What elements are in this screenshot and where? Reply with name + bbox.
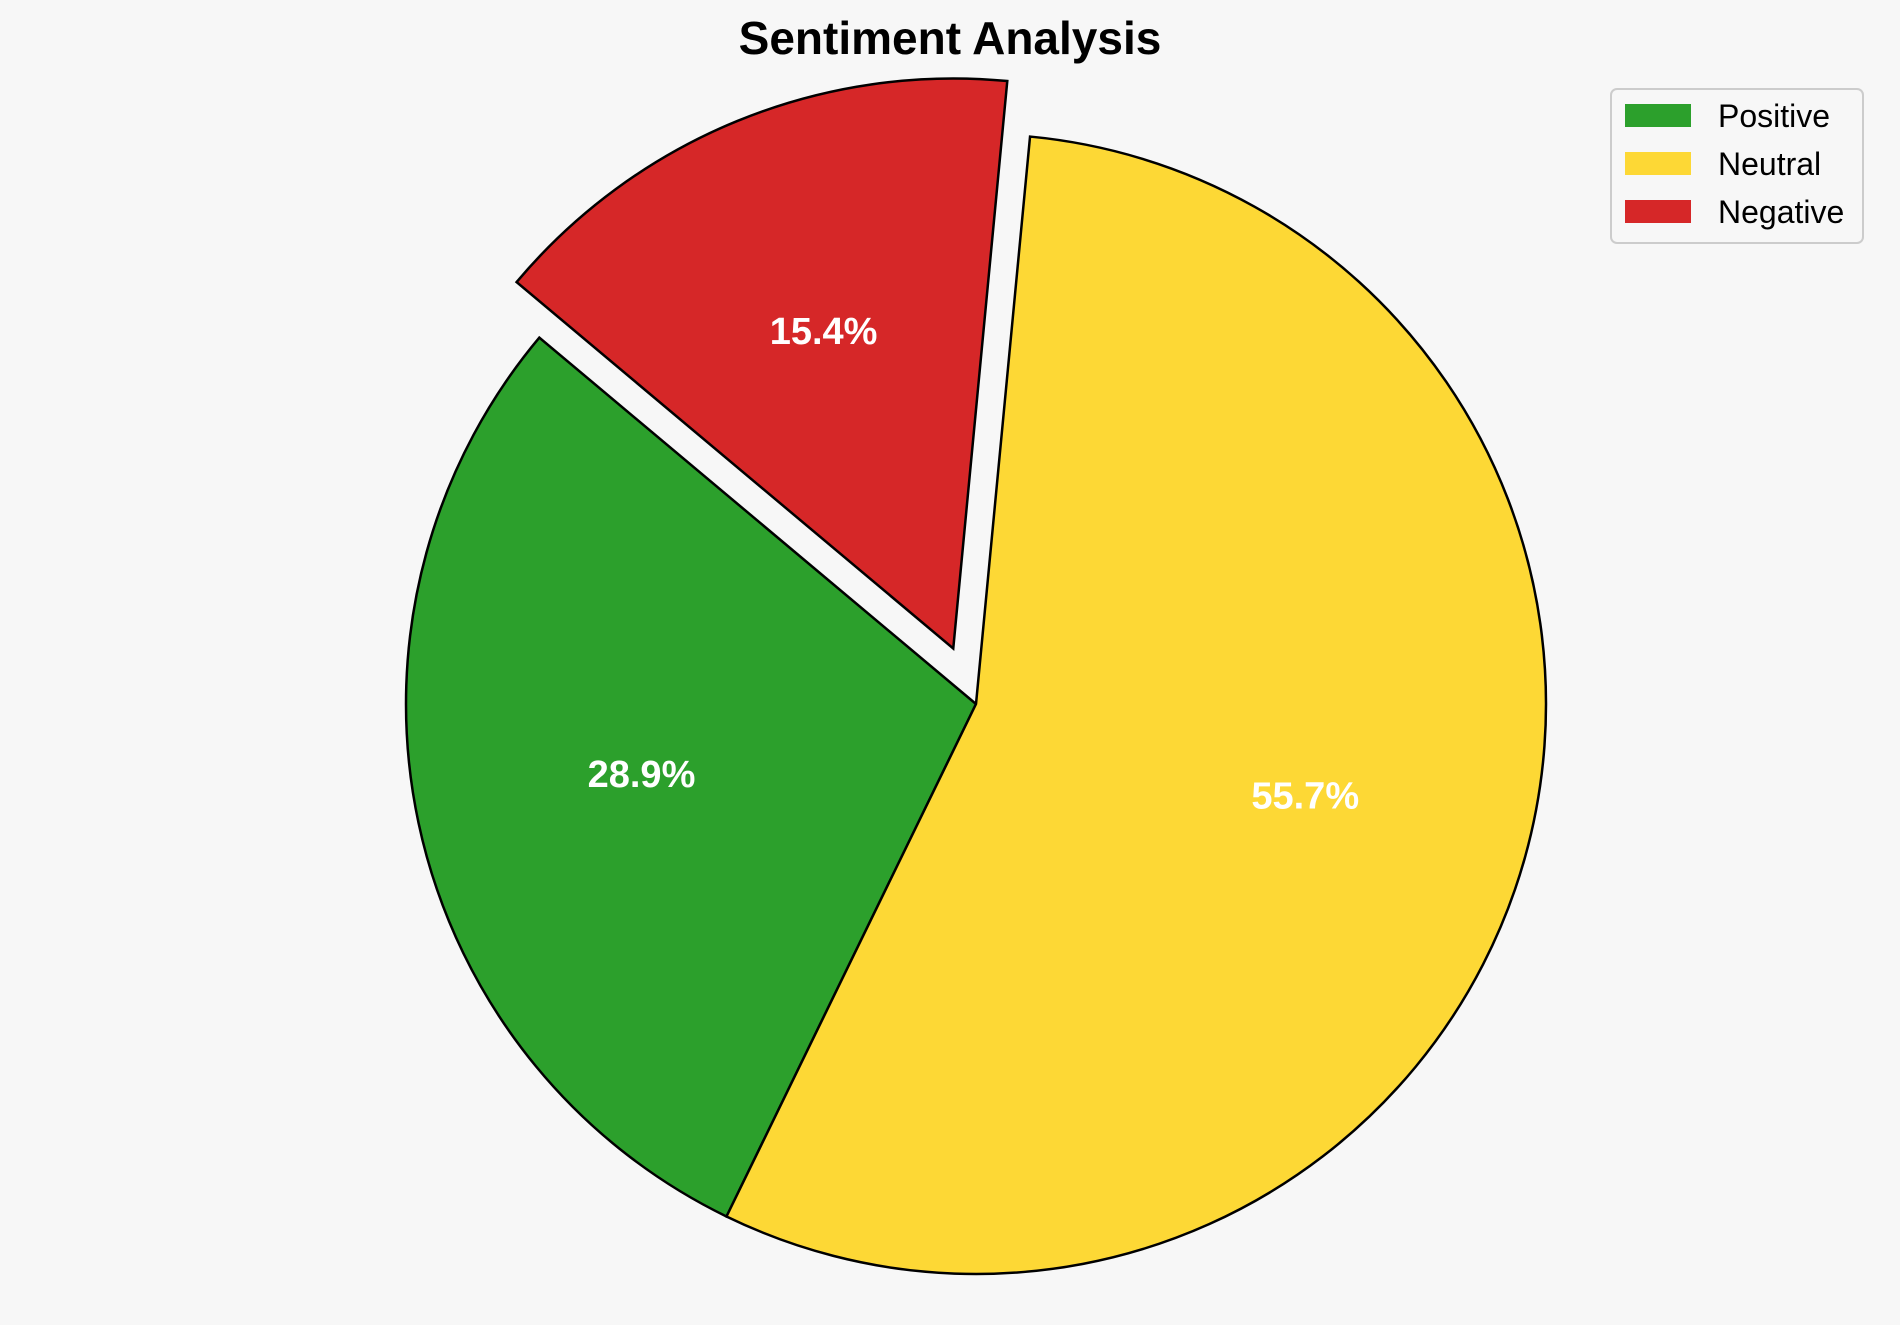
legend-item-positive: Positive — [1625, 98, 1830, 134]
pie-label-positive: 28.9% — [588, 754, 696, 796]
pie-slice-negative — [514, 77, 1009, 651]
legend-item-neutral: Neutral — [1625, 146, 1821, 182]
legend-label-negative: Negative — [1718, 194, 1844, 230]
pie-slice-neutral — [724, 135, 1548, 1276]
legend-label-neutral: Neutral — [1718, 146, 1821, 182]
pie-slices — [404, 77, 1548, 1276]
legend: Positive Neutral Negative — [1610, 88, 1864, 244]
legend-swatch-neutral — [1625, 152, 1691, 175]
pie-label-neutral: 55.7% — [1251, 776, 1359, 818]
legend-swatch-positive — [1625, 104, 1691, 127]
pie-slice-positive — [404, 335, 978, 1219]
legend-item-negative: Negative — [1625, 194, 1844, 230]
chart-title: Sentiment Analysis — [739, 12, 1162, 64]
pie-labels: 28.9% 55.7% 15.4% — [588, 311, 1359, 818]
legend-swatch-negative — [1625, 200, 1691, 223]
pie-label-negative: 15.4% — [770, 311, 878, 353]
legend-label-positive: Positive — [1718, 98, 1830, 134]
